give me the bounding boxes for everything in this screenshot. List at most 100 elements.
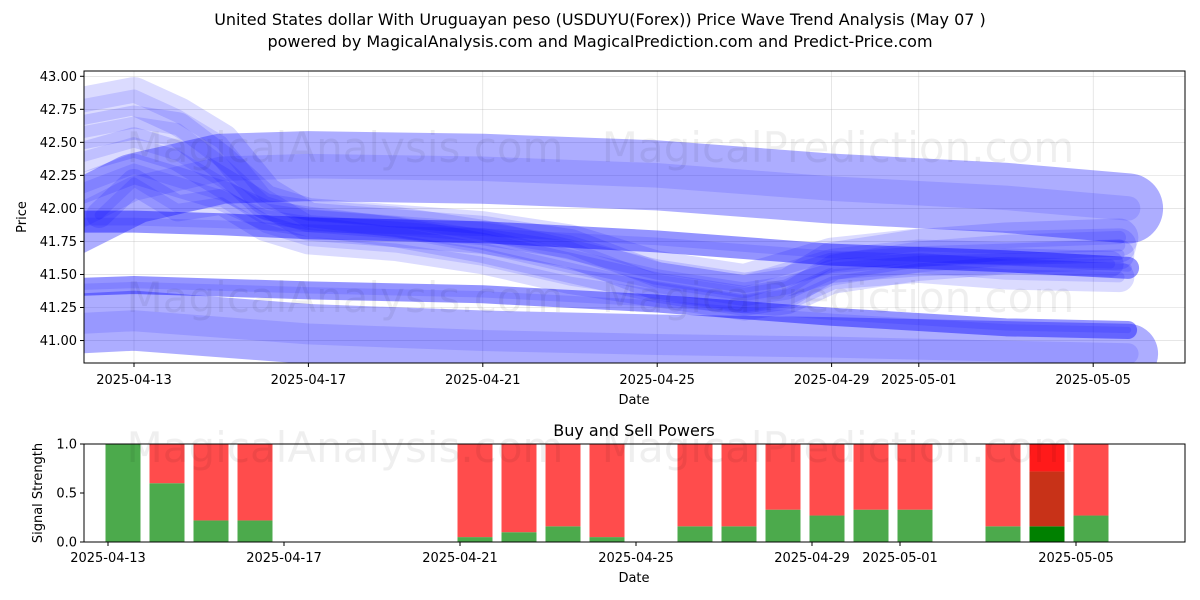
buy-sell-y-tick-label: 1.0 [56, 438, 77, 453]
buy-bar [501, 532, 537, 542]
buy-sell-x-tick-label: 2025-05-01 [862, 551, 938, 566]
buy-bar [677, 526, 713, 542]
watermark-prediction-bottom: MagicalPrediction.com [602, 423, 1075, 472]
buy-sell-x-tick-label: 2025-04-25 [598, 551, 674, 566]
buy-bar [853, 509, 889, 542]
buy-sell-y-tick-label: 0.5 [56, 487, 77, 502]
sell-bar [501, 444, 537, 533]
sell-bar [237, 444, 273, 521]
buy-bar [721, 526, 757, 542]
sell-bar [1073, 444, 1109, 516]
price-wave-core [84, 153, 1141, 228]
chart-title-line1: United States dollar With Uruguayan peso… [214, 10, 986, 29]
sell-bar [765, 444, 801, 510]
buy-bar [545, 526, 581, 542]
price-x-tick-label: 2025-04-29 [794, 373, 870, 388]
watermark-prediction-mid: MagicalPrediction.com [602, 273, 1075, 322]
price-y-tick-label: 42.25 [40, 169, 77, 184]
buy-bar [589, 537, 625, 542]
sell-bar [677, 444, 713, 527]
price-y-ticks: 41.00 41.25 41.50 41.75 42.00 42.25 42.50 42.75… [40, 70, 84, 349]
buy-sell-x-tick-label: 2025-04-29 [774, 551, 850, 566]
price-wave-core [84, 163, 1125, 307]
price-wave-core [84, 281, 1132, 334]
price-wave-band [86, 168, 1124, 321]
buy-bar [897, 509, 933, 542]
sell-bar [985, 444, 1021, 527]
watermark-analysis-mid: MagicalAnalysis.com [127, 273, 564, 322]
buy-bar [457, 537, 493, 542]
sell-bar [193, 444, 229, 521]
price-y-tick-label: 41.25 [40, 301, 77, 316]
price-x-tick-label: 2025-05-05 [1055, 373, 1131, 388]
buy-sell-y-tick-label: 0.0 [56, 536, 77, 551]
price-y-tick-label: 42.00 [40, 202, 77, 217]
price-wave-band [84, 290, 1159, 363]
watermark-analysis-bottom: MagicalAnalysis.com [127, 423, 564, 472]
buy-bar [985, 526, 1021, 542]
sell-bar [809, 444, 845, 516]
sell-bar [457, 444, 493, 538]
price-wave-core [84, 116, 1126, 288]
buy-bar [237, 520, 273, 542]
price-x-tick-label: 2025-04-25 [619, 373, 695, 388]
price-wave-band [84, 210, 1140, 279]
price-wave-band [84, 127, 1135, 303]
buy-sell-x-tick-label: 2025-04-21 [422, 551, 498, 566]
price-y-tick-label: 42.50 [40, 136, 77, 151]
buy-bar [765, 509, 801, 542]
price-x-tick-label: 2025-04-21 [445, 373, 521, 388]
watermark-analysis-top: MagicalAnalysis.com [127, 123, 564, 172]
buy-sell-x-tick-label: 2025-05-05 [1038, 551, 1114, 566]
buy-bar [193, 520, 229, 542]
price-y-tick-label: 41.75 [40, 235, 77, 250]
price-y-axis-label: Price [15, 201, 30, 233]
buy-sell-panel: Buy and Sell Powers MagicalAnalysis.com … [31, 421, 1186, 586]
price-y-tick-label: 43.00 [40, 70, 77, 85]
price-wave-band [84, 131, 1164, 254]
price-y-tick-label: 41.00 [40, 334, 77, 349]
price-y-tick-label: 42.75 [40, 103, 77, 118]
sell-bar [897, 444, 933, 510]
buy-bar [1029, 526, 1065, 542]
price-y-tick-label: 41.50 [40, 268, 77, 283]
sell-bar [853, 444, 889, 510]
buy-sell-x-axis-label: Date [618, 571, 649, 586]
chart-title-line2: powered by MagicalAnalysis.com and Magic… [267, 32, 932, 51]
price-waves [84, 77, 1164, 363]
sell-bar [589, 444, 625, 538]
price-wave-band [84, 276, 1138, 339]
price-x-tick-label: 2025-05-01 [881, 373, 957, 388]
price-wave-band [84, 77, 1139, 314]
buy-sell-y-ticks: 0.0 0.5 1.0 [56, 438, 84, 551]
price-wave-core [84, 89, 1127, 301]
price-wave-core [84, 217, 1132, 272]
buy-bar [105, 444, 141, 542]
sell-bar [1029, 444, 1065, 472]
price-wave-core [84, 310, 1139, 363]
price-wave-band [84, 153, 1135, 316]
sell-bar [721, 444, 757, 527]
buy-sell-bars [105, 444, 1109, 542]
price-x-ticks: 2025-04-13 2025-04-17 2025-04-21 2025-04-25… [96, 363, 1131, 388]
sell-bar [545, 444, 581, 527]
price-wave-panel: MagicalAnalysis.com MagicalPrediction.co… [15, 70, 1186, 408]
buy-sell-x-tick-label: 2025-04-17 [246, 551, 322, 566]
buy-bar [1073, 515, 1109, 542]
watermark-prediction-top: MagicalPrediction.com [602, 123, 1075, 172]
price-wave-core [94, 177, 1116, 313]
buy-sell-title: Buy and Sell Powers [553, 421, 715, 440]
sell-bar [149, 444, 185, 484]
buy-sell-x-tick-label: 2025-04-13 [70, 551, 146, 566]
overlap-bar [1029, 471, 1065, 527]
buy-sell-x-ticks: 2025-04-13 2025-04-17 2025-04-21 2025-04-25… [70, 542, 1114, 566]
buy-sell-y-axis-label: Signal Strength [31, 443, 46, 543]
price-wave-band [84, 105, 1137, 299]
price-wave-core [84, 137, 1125, 293]
price-x-tick-label: 2025-04-13 [96, 373, 172, 388]
price-grid [84, 71, 1185, 363]
buy-bar [809, 515, 845, 542]
buy-bar [149, 483, 185, 542]
